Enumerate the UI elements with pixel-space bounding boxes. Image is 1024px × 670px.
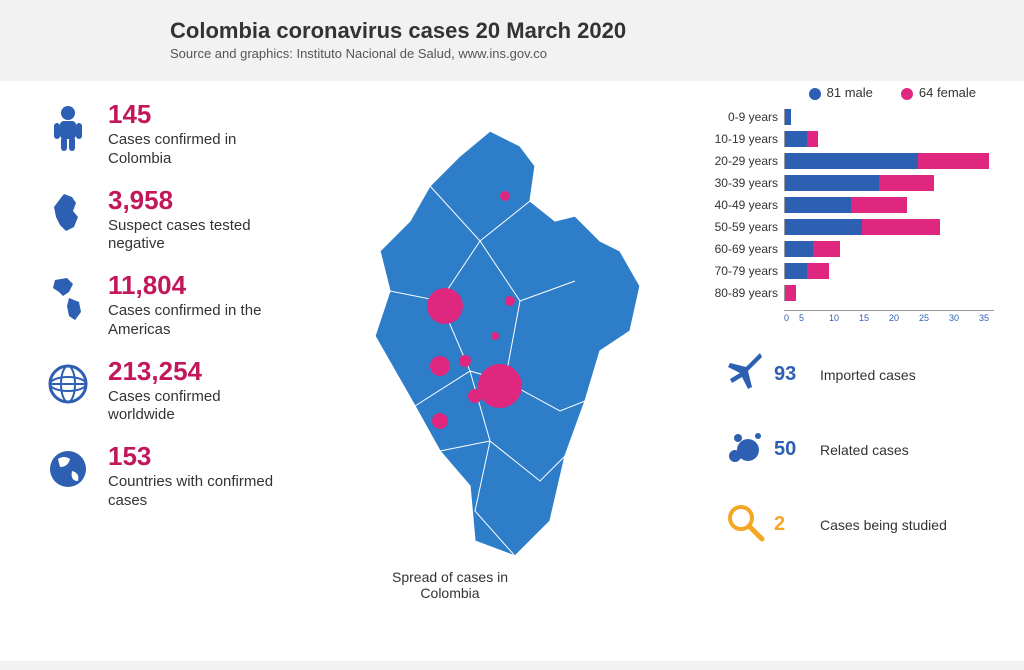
person-icon	[40, 101, 96, 153]
bar-male	[785, 197, 851, 213]
age-row-label: 10-19 years	[694, 132, 784, 146]
right-column: 81 male 64 female 0-9 years 10-19 years …	[690, 81, 1024, 661]
map-panel: Spread of cases in Colombia	[320, 81, 690, 661]
age-chart-axis: 05101520253035	[784, 310, 994, 323]
content: 145 Cases confirmed in Colombia 3,958 Su…	[0, 81, 1024, 661]
bar-male	[785, 131, 807, 147]
bar-male	[785, 219, 862, 235]
case-type-label: Cases being studied	[820, 517, 947, 533]
stat-value: 145	[108, 101, 288, 127]
globe-solid-icon	[40, 443, 96, 491]
stat-item: 145 Cases confirmed in Colombia	[40, 101, 310, 169]
bar-female	[785, 285, 796, 301]
stat-label: Countries with confirmed cases	[108, 473, 288, 511]
axis-tick: 10	[829, 313, 859, 323]
bar-male	[785, 175, 879, 191]
bar-female	[807, 263, 829, 279]
stat-item: 213,254 Cases confirmed worldwide	[40, 358, 310, 426]
stat-label: Cases confirmed in the Americas	[108, 302, 288, 340]
colombia-map-icon	[40, 187, 96, 235]
case-type-value: 93	[774, 363, 814, 386]
age-row: 80-89 years	[694, 282, 1006, 304]
bar-male	[785, 153, 918, 169]
age-row: 40-49 years	[694, 194, 1006, 216]
airplane-icon	[724, 351, 774, 398]
page-title: Colombia coronavirus cases 20 March 2020	[170, 18, 1024, 44]
age-row-label: 0-9 years	[694, 110, 784, 124]
bar-female	[813, 241, 841, 257]
colombia-spread-map	[320, 101, 680, 571]
cluster-icon	[724, 426, 774, 473]
bar-female	[879, 175, 934, 191]
case-type-label: Related cases	[820, 442, 909, 458]
stat-value: 153	[108, 443, 288, 469]
map-caption: Spread of cases in Colombia	[380, 569, 520, 601]
stats-column: 145 Cases confirmed in Colombia 3,958 Su…	[0, 81, 320, 661]
axis-tick: 25	[919, 313, 949, 323]
age-row: 50-59 years	[694, 216, 1006, 238]
stat-item: 3,958 Suspect cases tested negative	[40, 187, 310, 255]
axis-tick: 5	[799, 313, 829, 323]
age-row: 0-9 years	[694, 106, 1006, 128]
stat-value: 11,804	[108, 272, 288, 298]
age-row: 30-39 years	[694, 172, 1006, 194]
age-row-label: 80-89 years	[694, 286, 784, 300]
age-row-label: 60-69 years	[694, 242, 784, 256]
bar-male	[785, 263, 807, 279]
axis-tick: 20	[889, 313, 919, 323]
americas-icon	[40, 272, 96, 322]
age-row-label: 70-79 years	[694, 264, 784, 278]
case-types-list: 93 Imported cases 50 Related cases 2 Cas…	[694, 351, 1006, 548]
age-row: 70-79 years	[694, 260, 1006, 282]
case-type-item: 2 Cases being studied	[694, 501, 1006, 548]
chart-legend: 81 male 64 female	[694, 85, 1006, 100]
stat-label: Cases confirmed worldwide	[108, 388, 288, 426]
age-bar-chart: 0-9 years 10-19 years 20-29 years 30-39 …	[694, 106, 1006, 304]
stat-item: 153 Countries with confirmed cases	[40, 443, 310, 511]
case-type-label: Imported cases	[820, 367, 916, 383]
bar-female	[851, 197, 906, 213]
globe-lines-icon	[40, 358, 96, 406]
legend-female: 64 female	[901, 85, 976, 100]
bar-female	[918, 153, 990, 169]
stat-value: 3,958	[108, 187, 288, 213]
axis-tick: 0	[784, 313, 799, 323]
bar-male	[785, 109, 791, 125]
age-row-label: 50-59 years	[694, 220, 784, 234]
case-type-value: 2	[774, 513, 814, 536]
stat-value: 213,254	[108, 358, 288, 384]
source-line: Source and graphics: Instituto Nacional …	[170, 46, 1024, 61]
case-type-value: 50	[774, 438, 814, 461]
legend-male: 81 male	[809, 85, 873, 100]
axis-tick: 15	[859, 313, 889, 323]
age-row: 20-29 years	[694, 150, 1006, 172]
stat-item: 11,804 Cases confirmed in the Americas	[40, 272, 310, 340]
bar-female	[807, 131, 818, 147]
axis-tick: 35	[979, 313, 1009, 323]
header: Colombia coronavirus cases 20 March 2020…	[0, 0, 1024, 71]
stat-label: Cases confirmed in Colombia	[108, 131, 288, 169]
age-row: 10-19 years	[694, 128, 1006, 150]
age-row-label: 30-39 years	[694, 176, 784, 190]
bar-male	[785, 241, 813, 257]
age-row-label: 20-29 years	[694, 154, 784, 168]
case-type-item: 50 Related cases	[694, 426, 1006, 473]
magnify-icon	[724, 501, 774, 548]
case-type-item: 93 Imported cases	[694, 351, 1006, 398]
age-row: 60-69 years	[694, 238, 1006, 260]
age-row-label: 40-49 years	[694, 198, 784, 212]
bar-female	[862, 219, 939, 235]
stat-label: Suspect cases tested negative	[108, 217, 288, 255]
axis-tick: 30	[949, 313, 979, 323]
